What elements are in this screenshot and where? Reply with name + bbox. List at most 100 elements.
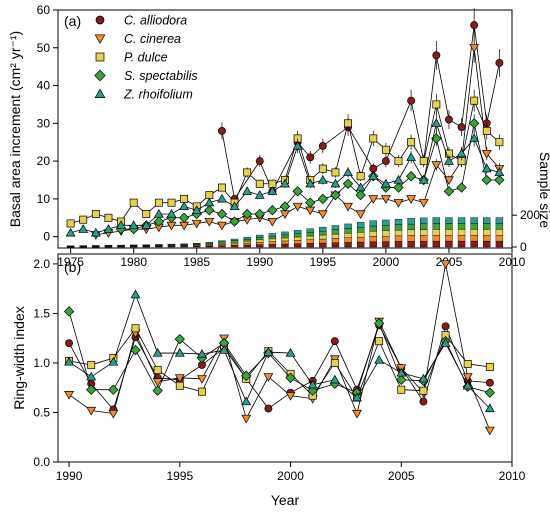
data-point-z-rhoifolium	[254, 190, 265, 199]
data-point-z-rhoifolium	[307, 379, 318, 389]
sample-size-bar-s-spectabilis	[495, 223, 504, 230]
data-point-p-dulce	[356, 172, 365, 181]
sample-size-bar-c-alliodora	[344, 242, 352, 248]
sample-size-bar-p-dulce	[382, 230, 390, 237]
panel-a: 1975 1980 1985 1990 1995 2000 2005 201001020304…	[7, 3, 550, 269]
data-point-p-dulce	[154, 198, 163, 207]
data-point-p-dulce	[330, 359, 339, 367]
data-point-z-rhoifolium	[355, 182, 366, 192]
panel-a-legend: C. alliodora C. cinerea P. dulce S. spectab…	[94, 14, 198, 102]
legend-label-c-cinerea: C. cinerea	[124, 32, 181, 46]
data-point-c-alliodora	[407, 96, 416, 105]
legend-marker-c-alliodora	[95, 15, 105, 25]
data-point-z-rhoifolium	[484, 403, 495, 413]
series-c-alliodora	[65, 321, 494, 414]
sample-size-bar-p-dulce	[369, 231, 377, 237]
data-point-z-rhoifolium	[380, 178, 391, 188]
data-point-z-rhoifolium	[329, 374, 340, 384]
sample-size-bar-z-rhoifolium	[268, 233, 277, 237]
sample-size-bar-p-dulce	[445, 229, 453, 236]
data-point-s-spectabilis	[317, 193, 329, 205]
data-point-p-dulce	[344, 119, 353, 128]
x-tick-label: 1985	[183, 255, 210, 269]
sample-size-bar-z-rhoifolium	[319, 226, 327, 232]
data-point-z-rhoifolium	[86, 371, 97, 381]
data-point-z-rhoifolium	[317, 174, 328, 184]
sample-size-bar-s-spectabilis	[369, 225, 377, 232]
panel-a-label: (a)	[64, 13, 81, 29]
sample-size-bar-z-rhoifolium	[306, 228, 314, 233]
data-point-z-rhoifolium	[197, 349, 207, 358]
data-point-c-cinerea	[355, 210, 366, 220]
data-point-s-spectabilis	[229, 216, 240, 227]
sample-size-bar-c-alliodora	[394, 241, 403, 248]
sample-size-bar-z-rhoifolium	[432, 217, 441, 224]
y-tick-label: 20	[37, 154, 51, 168]
data-point-s-spectabilis	[254, 208, 265, 220]
data-point-c-alliodora	[457, 123, 466, 132]
data-point-s-spectabilis	[86, 384, 97, 395]
data-point-p-dulce	[66, 219, 75, 228]
data-point-s-spectabilis	[393, 182, 404, 193]
data-point-z-rhoifolium	[343, 167, 353, 177]
data-point-c-cinerea	[267, 217, 278, 227]
sample-size-bar-z-rhoifolium	[281, 231, 289, 236]
sample-size-bar-c-alliodora	[483, 240, 491, 248]
data-point-p-dulce	[198, 387, 206, 396]
data-point-z-rhoifolium	[285, 348, 296, 357]
data-point-z-rhoifolium	[418, 174, 429, 184]
sample-size-bar-c-cinerea	[495, 235, 504, 242]
data-point-p-dulce	[485, 362, 494, 371]
data-point-s-spectabilis	[373, 318, 385, 329]
data-point-s-spectabilis	[494, 174, 505, 186]
data-point-c-cinerea	[280, 210, 290, 220]
sample-size-bar-s-spectabilis	[256, 237, 264, 241]
panel-a-right-axis-label: Sample size	[537, 152, 550, 228]
sample-size-bar-c-cinerea	[382, 235, 390, 242]
data-point-c-alliodora	[306, 153, 315, 162]
data-point-z-rhoifolium	[374, 354, 385, 364]
sample-size-bar-p-dulce	[331, 233, 340, 239]
data-point-z-rhoifolium	[494, 167, 505, 177]
data-point-s-spectabilis	[292, 186, 303, 197]
data-point-s-spectabilis	[174, 334, 185, 345]
data-point-c-cinerea	[368, 195, 379, 204]
data-point-c-cinerea	[86, 406, 97, 416]
data-point-c-cinerea	[108, 409, 119, 419]
sample-size-bar-z-rhoifolium	[243, 236, 251, 240]
sample-size-bar-p-dulce	[457, 229, 466, 236]
sample-size-bar-z-rhoifolium	[407, 218, 415, 225]
data-point-z-rhoifolium	[431, 118, 442, 127]
sample-size-bar-z-rhoifolium	[369, 220, 377, 227]
series-line-z-rhoifolium	[68, 293, 491, 409]
data-point-z-rhoifolium	[418, 373, 429, 383]
sample-size-bar-z-rhoifolium	[445, 217, 453, 224]
x-tick-label: 1975	[57, 255, 84, 269]
sample-size-bars	[66, 217, 504, 248]
panel-a-frame	[57, 9, 513, 249]
sample-size-bar-c-cinerea	[230, 243, 239, 246]
data-point-z-rhoifolium	[280, 178, 290, 188]
sample-size-bar-c-alliodora	[407, 241, 415, 248]
data-point-z-rhoifolium	[440, 338, 451, 347]
sample-size-bar-c-cinerea	[293, 240, 302, 244]
panel-a-plot-layer	[65, 8, 505, 248]
sample-size-bar-z-rhoifolium	[66, 245, 75, 247]
data-point-s-spectabilis	[241, 208, 253, 220]
data-point-c-alliodora	[485, 378, 494, 387]
sample-size-bar-z-rhoifolium	[155, 244, 163, 246]
data-point-p-dulce	[419, 157, 428, 166]
sample-size-bar-z-rhoifolium	[104, 245, 113, 246]
x-tick-label: 2010	[499, 469, 526, 483]
y-tick-label: 40	[37, 79, 51, 93]
sample-size-bar-s-spectabilis	[268, 235, 277, 240]
series-line-c-alliodora	[68, 324, 490, 411]
data-point-z-rhoifolium	[396, 367, 407, 377]
data-point-z-rhoifolium	[242, 186, 253, 195]
sample-size-bar-z-rhoifolium	[382, 219, 390, 226]
data-point-c-cinerea	[174, 374, 185, 383]
data-point-p-dulce	[87, 360, 96, 369]
sample-size-bar-c-cinerea	[268, 241, 277, 245]
